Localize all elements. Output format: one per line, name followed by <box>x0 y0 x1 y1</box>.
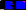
Line: SHADE: SHADE <box>0 0 20 10</box>
Line: SHADE-R: SHADE-R <box>0 0 20 10</box>
Line: SHADE: SHADE <box>9 0 28 10</box>
HSHADE <box>12 8 13 9</box>
Line: HSHADE: HSHADE <box>0 0 20 10</box>
SHADE-A <box>13 8 14 9</box>
Line: SHADE-R: SHADE-R <box>9 0 28 10</box>
Line: HSHADE: HSHADE <box>9 0 28 10</box>
Line: SHADE-A: SHADE-A <box>0 0 20 10</box>
Line: SHADE-A: SHADE-A <box>9 0 28 10</box>
